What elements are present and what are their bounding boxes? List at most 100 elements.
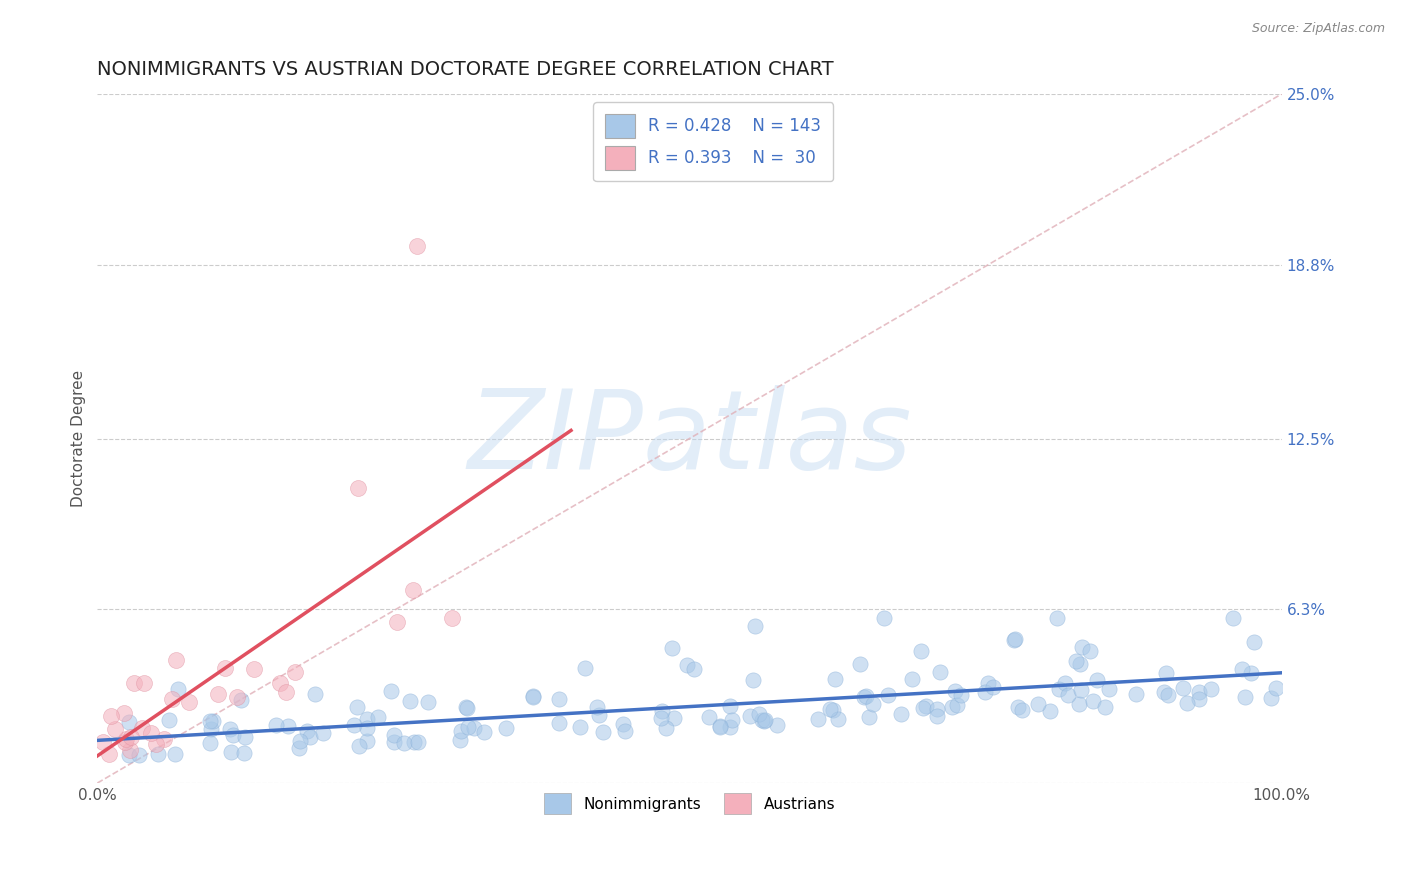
Point — [233, 730, 256, 744]
Point — [740, 708, 762, 723]
Point — [974, 684, 997, 698]
Point — [457, 719, 479, 733]
Point — [928, 665, 950, 680]
Point — [862, 697, 884, 711]
Point — [588, 708, 610, 723]
Point — [122, 676, 145, 690]
Point — [276, 685, 298, 699]
Point — [201, 714, 224, 729]
Point — [858, 709, 880, 723]
Point — [218, 722, 240, 736]
Point — [613, 723, 636, 738]
Text: NONIMMIGRANTS VS AUSTRIAN DOCTORATE DEGREE CORRELATION CHART: NONIMMIGRANTS VS AUSTRIAN DOCTORATE DEGR… — [97, 60, 834, 78]
Point — [946, 698, 969, 712]
Point — [269, 676, 291, 690]
Point — [927, 702, 949, 716]
Point — [456, 701, 478, 715]
Point — [200, 736, 222, 750]
Point — [404, 735, 426, 749]
Point — [387, 615, 409, 629]
Point — [225, 690, 247, 704]
Point — [146, 747, 169, 761]
Point — [522, 690, 544, 704]
Point — [91, 735, 114, 749]
Point — [890, 706, 912, 721]
Point — [1098, 682, 1121, 697]
Point — [1070, 682, 1092, 697]
Point — [709, 720, 731, 734]
Point — [901, 672, 924, 686]
Point — [222, 728, 245, 742]
Point — [367, 710, 389, 724]
Point — [709, 719, 731, 733]
Point — [941, 700, 963, 714]
Point — [382, 734, 405, 748]
Point — [356, 733, 378, 747]
Point — [114, 731, 136, 746]
Point — [159, 713, 181, 727]
Point — [1071, 640, 1094, 655]
Point — [1085, 673, 1108, 688]
Point — [651, 704, 673, 718]
Point — [754, 713, 776, 727]
Point — [347, 481, 370, 495]
Point — [243, 661, 266, 675]
Point — [721, 713, 744, 727]
Point — [1078, 644, 1101, 658]
Point — [160, 692, 183, 706]
Point — [287, 740, 309, 755]
Point — [356, 721, 378, 735]
Point — [1222, 610, 1244, 624]
Point — [766, 717, 789, 731]
Point — [650, 710, 672, 724]
Point — [873, 610, 896, 624]
Point — [118, 714, 141, 729]
Point — [349, 739, 371, 754]
Point — [120, 731, 142, 745]
Point — [456, 699, 478, 714]
Point — [1011, 703, 1033, 717]
Point — [166, 653, 188, 667]
Point — [120, 743, 142, 757]
Point — [1064, 654, 1087, 668]
Point — [910, 644, 932, 658]
Point — [1173, 681, 1195, 696]
Point — [131, 721, 153, 735]
Point — [548, 716, 571, 731]
Point — [441, 611, 464, 625]
Point — [655, 721, 678, 735]
Point — [1057, 688, 1080, 702]
Point — [1188, 691, 1211, 706]
Point — [264, 718, 287, 732]
Point — [1069, 657, 1091, 672]
Point — [1153, 685, 1175, 699]
Point — [585, 699, 607, 714]
Point — [399, 694, 422, 708]
Point — [152, 732, 174, 747]
Point — [855, 689, 877, 703]
Point — [943, 684, 966, 698]
Point — [290, 734, 312, 748]
Point — [134, 676, 156, 690]
Point — [1053, 675, 1076, 690]
Point — [214, 660, 236, 674]
Point — [114, 734, 136, 748]
Point — [827, 712, 849, 726]
Point — [312, 725, 335, 739]
Point — [849, 657, 872, 671]
Point — [304, 687, 326, 701]
Point — [382, 728, 405, 742]
Point — [574, 661, 596, 675]
Point — [1199, 681, 1222, 696]
Point — [1007, 700, 1029, 714]
Point — [1004, 632, 1026, 647]
Point — [380, 683, 402, 698]
Point — [676, 658, 699, 673]
Point — [100, 708, 122, 723]
Point — [1154, 665, 1177, 680]
Point — [741, 673, 763, 688]
Point — [823, 703, 845, 717]
Point — [1046, 610, 1069, 624]
Point — [661, 640, 683, 655]
Point — [356, 712, 378, 726]
